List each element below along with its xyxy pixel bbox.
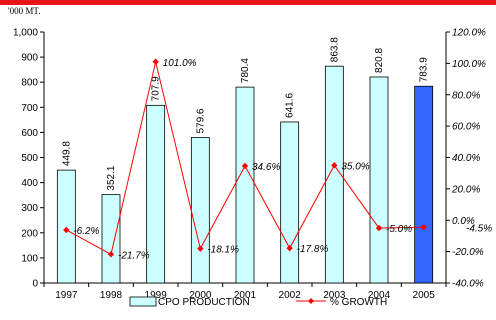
growth-marker bbox=[63, 226, 70, 234]
right-tick-label: 120.0% bbox=[452, 28, 486, 39]
x-tick-label: 2000 bbox=[189, 290, 212, 301]
right-tick-label: 0.0% bbox=[452, 216, 475, 227]
right-tick-label: 60.0% bbox=[452, 122, 480, 133]
right-tick-label: 20.0% bbox=[451, 184, 480, 195]
left-tick-label: 100 bbox=[21, 253, 38, 264]
right-tick-label: 100.0% bbox=[452, 59, 486, 70]
left-tick-label: 0 bbox=[32, 279, 38, 290]
bar-value-label: 783.9 bbox=[419, 57, 430, 82]
bar-value-label: 863.8 bbox=[329, 37, 340, 62]
production-bar bbox=[414, 85, 434, 284]
x-tick-label: 2002 bbox=[279, 290, 302, 301]
x-tick-label: 2004 bbox=[368, 290, 391, 301]
bar-value-label: 641.6 bbox=[285, 92, 296, 117]
left-tick-label: 500 bbox=[21, 153, 38, 164]
bar-value-label: 352.1 bbox=[106, 165, 117, 190]
growth-value-label: -5.0% bbox=[386, 224, 412, 235]
bar-value-label: 449.8 bbox=[61, 141, 72, 166]
growth-value-label: -18.1% bbox=[207, 245, 239, 256]
top-accent-bar bbox=[0, 0, 496, 5]
left-tick-label: 800 bbox=[21, 78, 38, 89]
left-tick-label: 200 bbox=[21, 228, 38, 239]
growth-marker bbox=[197, 245, 204, 252]
growth-marker bbox=[152, 58, 159, 66]
growth-value-label: 35.0% bbox=[341, 161, 369, 172]
bar-value-label: 579.6 bbox=[195, 108, 206, 133]
x-tick-label: 2001 bbox=[234, 290, 257, 301]
growth-marker bbox=[107, 251, 115, 258]
x-tick-label: 2005 bbox=[413, 290, 436, 301]
growth-value-label: -17.8% bbox=[297, 244, 329, 255]
production-bar bbox=[190, 137, 210, 284]
growth-marker bbox=[420, 224, 427, 231]
production-bar bbox=[101, 194, 121, 284]
left-tick-label: 300 bbox=[21, 203, 38, 214]
x-tick-label: 1999 bbox=[145, 290, 168, 301]
right-tick-label: -20.0% bbox=[452, 247, 484, 258]
legend-label-growth: % GROWTH bbox=[330, 297, 387, 308]
left-tick-label: 700 bbox=[21, 103, 38, 114]
production-bar bbox=[56, 169, 76, 284]
bar-value-label: 820.8 bbox=[374, 48, 385, 73]
growth-marker bbox=[331, 162, 338, 169]
left-tick-label: 400 bbox=[21, 178, 38, 189]
legend-marker bbox=[308, 298, 314, 304]
growth-value-label: -21.7% bbox=[118, 250, 150, 261]
growth-value-label: 101.0% bbox=[163, 58, 197, 69]
production-bar bbox=[146, 104, 166, 284]
right-tick-label: -40.0% bbox=[452, 279, 484, 290]
production-bar bbox=[235, 86, 255, 284]
right-tick-label: 80.0% bbox=[452, 90, 480, 101]
x-tick-label: 2003 bbox=[323, 290, 346, 301]
growth-value-label: -6.2% bbox=[73, 226, 99, 237]
left-tick-label: 1,000 bbox=[13, 28, 38, 39]
growth-marker bbox=[375, 224, 383, 232]
left-tick-label: 900 bbox=[21, 53, 38, 64]
legend: CPO PRODUCTION % GROWTH bbox=[129, 296, 387, 308]
growth-value-label: -4.5% bbox=[466, 223, 492, 234]
bar-value-label: 707.9 bbox=[151, 76, 162, 101]
production-bar bbox=[369, 76, 389, 284]
x-tick-label: 1998 bbox=[100, 290, 123, 301]
growth-marker bbox=[286, 244, 293, 252]
right-tick-label: 40.0% bbox=[452, 153, 480, 164]
x-tick-label: 1997 bbox=[55, 290, 78, 301]
left-axis-units: '000 MT. bbox=[8, 6, 41, 16]
plot-area: 0 100 200 300 400 500 600 700 800 900 1,000 -40.0% -… bbox=[13, 28, 492, 302]
growth-marker bbox=[241, 162, 249, 170]
legend-label-production: CPO PRODUCTION bbox=[158, 297, 250, 308]
legend-bar-swatch bbox=[129, 296, 157, 307]
production-bar bbox=[324, 65, 344, 284]
production-bar bbox=[280, 121, 300, 284]
growth-value-label: 34.6% bbox=[252, 162, 280, 173]
bar-value-label: 780.4 bbox=[240, 58, 251, 83]
left-tick-label: 600 bbox=[21, 128, 38, 139]
